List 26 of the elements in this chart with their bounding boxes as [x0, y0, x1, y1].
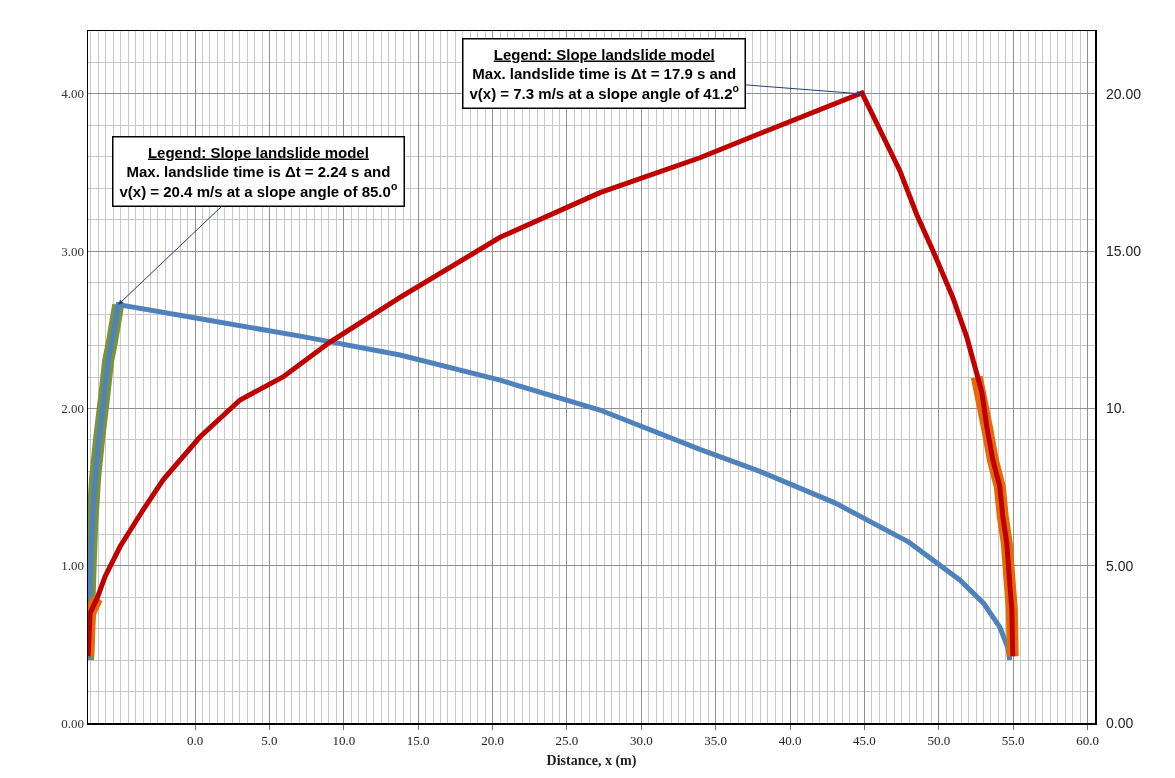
y2-tick-label: 15.00: [1106, 243, 1142, 260]
y2-tick-label: 5.00: [1106, 557, 1134, 574]
y-tick-label: 3.00: [61, 243, 84, 259]
y2-tick-label: 10.: [1106, 400, 1126, 417]
x-tick-label: 35.0: [704, 733, 728, 749]
annotation: Legend: Slope landslide model Max. landslide time is Δt = 17.9 s and v(x) = 7.3 m/s at a slope angle of 41.2$^{o}$: [469, 45, 739, 102]
x-tick-label: 60.0: [1076, 733, 1099, 749]
x-tick-label: 5.0: [261, 733, 278, 749]
x-tick-label: 25.0: [555, 733, 579, 749]
annotation: Legend: Slope landslide model Max. landslide time is Δt = 2.24 s and v(x) = 20.4 m/s at a slope angle of 85.0$^{o}$: [119, 143, 398, 200]
x-tick-label: 40.0: [778, 733, 802, 749]
y2-tick-label: 0.00: [1106, 714, 1134, 731]
x-tick-label: 55.0: [1001, 733, 1025, 749]
x-axis-title: Distance, x (m): [546, 753, 637, 770]
y2-tick-label: 20.00: [1106, 85, 1142, 102]
x-tick-label: 10.0: [332, 733, 356, 749]
x-tick-label: 0.0: [186, 733, 204, 749]
x-tick-label: 20.0: [481, 733, 504, 749]
x-tick-label: 45.0: [853, 733, 876, 749]
y-tick-label: 2.00: [61, 401, 84, 416]
y-tick-label: 1.00: [61, 558, 84, 574]
y-tick-label: 0.00: [61, 715, 84, 731]
y-tick-label: 4.00: [61, 86, 84, 102]
x-tick-label: 50.0: [927, 733, 951, 749]
x-tick-label: 30.0: [629, 733, 653, 749]
x-tick-label: 15.0: [406, 733, 430, 749]
